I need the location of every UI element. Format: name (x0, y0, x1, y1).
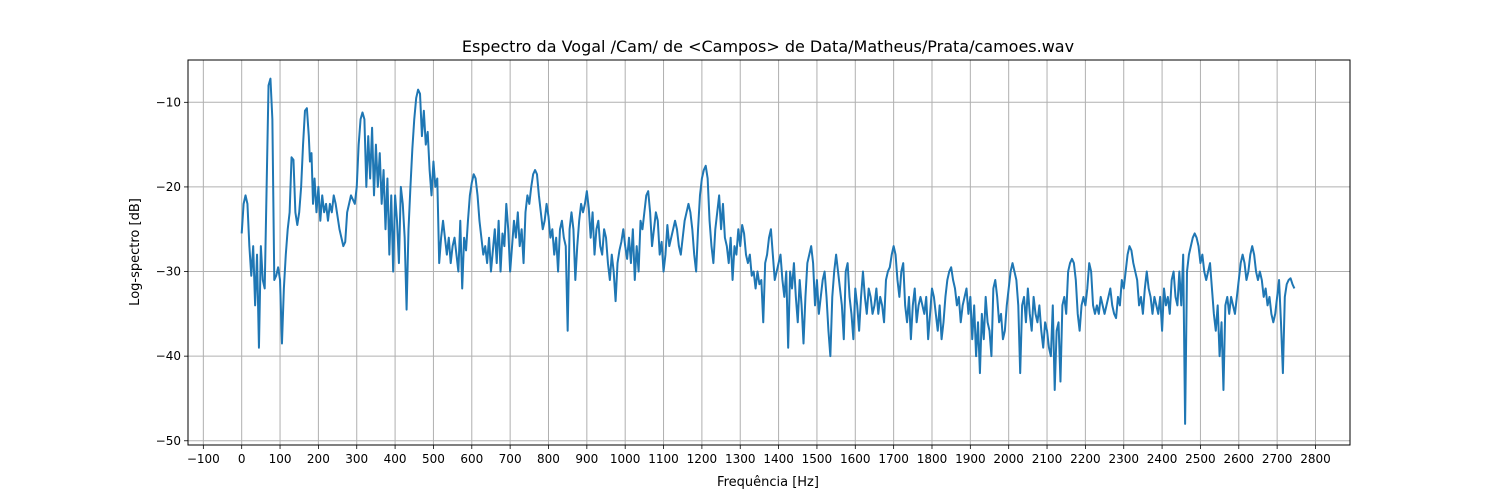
x-axis-ticks: −100 0 100 200 300 400 500 600 700 800 900 1000 1100… (187, 445, 1331, 466)
plot-frame (187, 59, 1351, 446)
x-tick-label: 2700 (1262, 452, 1293, 466)
x-tick-label: 400 (384, 452, 407, 466)
y-tick-label: −20 (156, 180, 181, 194)
chart-title: Espectro da Vogal /Cam/ de <Campos> de D… (462, 37, 1074, 56)
x-tick-label: 1200 (687, 452, 718, 466)
x-tick-label: 2200 (1070, 452, 1101, 466)
x-axis-label: Frequência [Hz] (717, 475, 819, 490)
x-tick-label: 2300 (1108, 452, 1139, 466)
x-tick-label: 500 (422, 452, 445, 466)
x-tick-label: 1600 (840, 452, 871, 466)
y-tick-label: −30 (156, 265, 181, 279)
x-tick-label: 1100 (648, 452, 679, 466)
series-group (240, 77, 1296, 425)
x-tick-label: 600 (460, 452, 483, 466)
x-tick-label: 1500 (802, 452, 833, 466)
x-tick-label: 2800 (1300, 452, 1331, 466)
x-tick-label: 200 (307, 452, 330, 466)
x-tick-label: 2000 (993, 452, 1024, 466)
x-tick-label: 1700 (878, 452, 909, 466)
grid-lines (188, 60, 1350, 445)
y-tick-label: −50 (156, 434, 181, 448)
y-tick-label: −40 (156, 349, 181, 363)
y-axis-ticks: −50 −40 −30 −20 −10 (156, 95, 188, 448)
x-tick-label: −100 (187, 452, 220, 466)
x-tick-label: 2400 (1147, 452, 1178, 466)
x-tick-label: 1000 (610, 452, 641, 466)
x-tick-label: 100 (269, 452, 292, 466)
x-tick-label: 1800 (917, 452, 948, 466)
x-tick-label: 800 (537, 452, 560, 466)
x-tick-label: 0 (238, 452, 246, 466)
x-tick-label: 2100 (1032, 452, 1063, 466)
x-tick-label: 1300 (725, 452, 756, 466)
x-tick-label: 1900 (955, 452, 986, 466)
x-tick-label: 2500 (1185, 452, 1216, 466)
y-axis-label: Log-spectro [dB] (128, 198, 143, 306)
y-tick-label: −10 (156, 95, 181, 109)
x-tick-label: 700 (499, 452, 522, 466)
x-tick-label: 300 (345, 452, 368, 466)
x-tick-label: 900 (575, 452, 598, 466)
spectrum-line (240, 77, 1296, 425)
x-tick-label: 2600 (1224, 452, 1255, 466)
x-tick-label: 1400 (763, 452, 794, 466)
